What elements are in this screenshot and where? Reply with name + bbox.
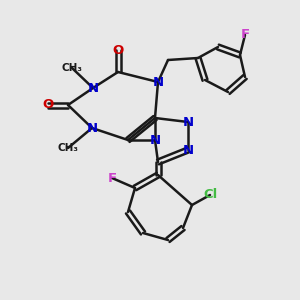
Text: N: N xyxy=(182,143,194,157)
Text: N: N xyxy=(152,76,164,88)
Text: F: F xyxy=(240,28,250,41)
Text: F: F xyxy=(107,172,117,184)
Text: N: N xyxy=(86,122,98,134)
Text: Cl: Cl xyxy=(203,188,217,202)
Text: CH₃: CH₃ xyxy=(58,143,79,153)
Text: O: O xyxy=(42,98,54,112)
Text: N: N xyxy=(87,82,99,94)
Text: CH₃: CH₃ xyxy=(61,63,82,73)
Text: N: N xyxy=(149,134,161,146)
Text: N: N xyxy=(182,116,194,128)
Text: O: O xyxy=(112,44,124,56)
